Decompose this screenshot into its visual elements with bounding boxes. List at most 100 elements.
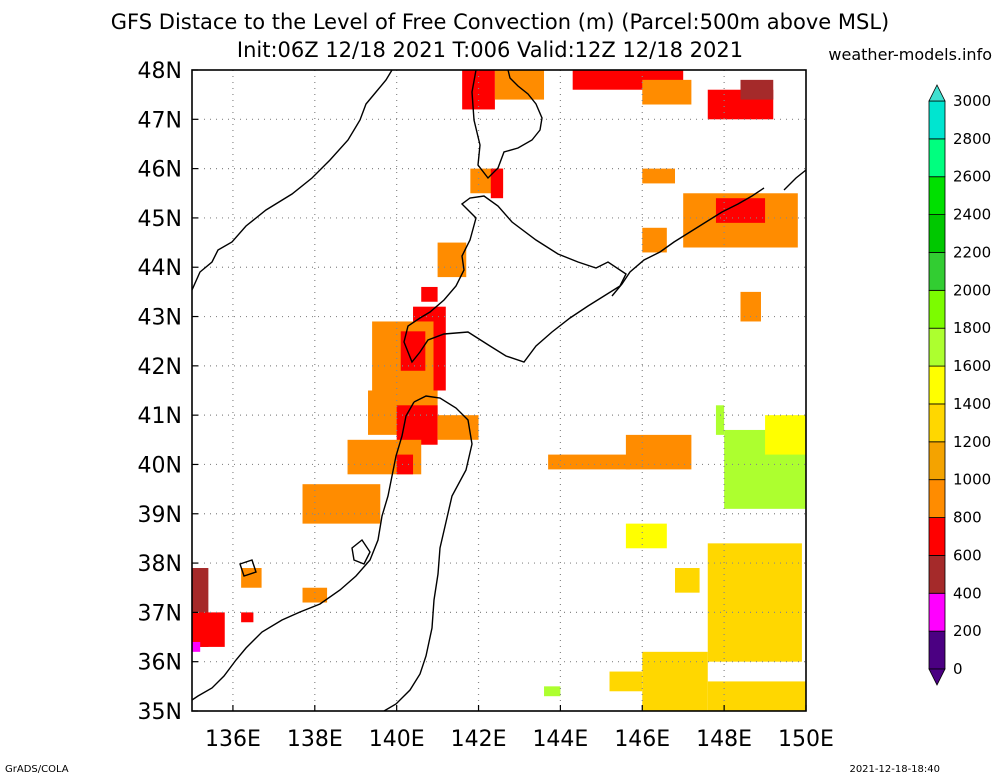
field-cell-40 <box>544 686 561 697</box>
field-cell-11 <box>642 227 667 253</box>
field-cell-24 <box>625 434 692 470</box>
colorbar-label-400: 400 <box>953 584 982 602</box>
coastline-asia <box>192 70 393 291</box>
colorbar-swatch-800 <box>928 479 946 518</box>
colorbar-swatch-1400 <box>928 365 946 405</box>
field-cell-14 <box>400 331 426 371</box>
colorbar-swatch-2200 <box>928 214 946 253</box>
lon-label-138E: 138E <box>287 727 343 752</box>
map-subtitle: Init:06Z 12/18 2021 T:006 Valid:12Z 12/1… <box>236 38 744 62</box>
coastline-honshu-west <box>192 401 415 701</box>
colorbar-swatch-2000 <box>928 252 946 291</box>
lat-label-43N: 43N <box>138 306 182 331</box>
longitude-labels: 136E 138E 140E 142E 144E 146E 148E 150E <box>205 727 834 752</box>
colorbar-label-3000: 3000 <box>953 92 991 110</box>
lat-label-37N: 37N <box>138 601 182 626</box>
field-cell-15 <box>437 242 467 278</box>
field-cell-39 <box>707 681 806 711</box>
field-cell-1 <box>494 70 545 100</box>
field-cell-16 <box>421 286 438 302</box>
lat-label-38N: 38N <box>138 552 182 577</box>
colorbar-label-2400: 2400 <box>953 206 991 224</box>
coastline-sakhalin <box>471 70 543 180</box>
field-cell-38 <box>609 671 643 692</box>
plot-frame <box>191 69 807 712</box>
colorbar-swatch-200 <box>928 592 946 632</box>
lat-label-42N: 42N <box>138 355 182 380</box>
field-cell-23 <box>548 454 630 470</box>
lon-label-150E: 150E <box>778 727 834 752</box>
field-cell-30 <box>241 612 254 623</box>
coastline-sado <box>351 538 371 565</box>
coastline-honshu <box>383 395 473 711</box>
colorbar: 0 200 400 600 800 1000 1200 1400 1600 1800 2000 220… <box>928 84 991 686</box>
lon-label-146E: 146E <box>614 727 670 752</box>
field-cell-35 <box>707 543 802 662</box>
field-cell-28 <box>192 612 225 647</box>
colorbar-swatch-2400 <box>928 176 946 216</box>
lat-label-48N: 48N <box>138 59 182 84</box>
colorbar-label-1400: 1400 <box>953 395 991 413</box>
colorbar-swatch-1600 <box>928 327 946 367</box>
colorbar-label-1800: 1800 <box>953 319 991 337</box>
colorbar-high-arrow <box>928 84 946 102</box>
colorbar-label-2200: 2200 <box>953 243 991 261</box>
colorbar-label-200: 200 <box>953 622 982 640</box>
field-cell-37 <box>642 651 708 711</box>
lat-label-39N: 39N <box>138 503 182 528</box>
map-title: GFS Distace to the Level of Free Convect… <box>110 10 890 34</box>
field-cell-33 <box>765 415 806 455</box>
field-cell-5 <box>740 79 774 100</box>
lon-label-136E: 136E <box>205 727 261 752</box>
colorbar-swatch-1200 <box>928 403 946 443</box>
lat-label-46N: 46N <box>138 158 182 183</box>
colorbar-swatch-400 <box>928 555 946 594</box>
field-cell-22 <box>302 484 381 524</box>
coastline-kurils <box>611 187 765 297</box>
colorbar-swatch-2800 <box>928 100 946 140</box>
colorbar-swatch-600 <box>928 517 946 556</box>
colorbar-label-2600: 2600 <box>953 168 991 186</box>
colorbar-swatch-1000 <box>928 441 946 481</box>
colorbar-label-2800: 2800 <box>953 130 991 148</box>
field-cell-36 <box>675 568 700 593</box>
footer-software-credit: GrADS/COLA <box>5 764 69 775</box>
field-cell-29 <box>192 641 201 652</box>
field-cell-41 <box>715 405 725 435</box>
field-cell-0 <box>462 70 495 110</box>
field-cell-31 <box>740 291 761 322</box>
footer-timestamp: 2021-12-18-18:40 <box>849 764 940 775</box>
axis-tick-marks <box>192 69 807 712</box>
colorbar-label-600: 600 <box>953 546 982 564</box>
lat-label-45N: 45N <box>138 207 182 232</box>
colorbar-label-0: 0 <box>953 660 963 678</box>
lon-label-148E: 148E <box>696 727 752 752</box>
colorbar-swatch-0 <box>928 630 946 670</box>
field-cell-26 <box>302 587 328 603</box>
field-cell-3 <box>642 79 692 105</box>
field-cell-8 <box>642 168 676 184</box>
coastline-oki <box>239 559 257 577</box>
coastline-kamchatka <box>783 169 806 191</box>
colorbar-label-1000: 1000 <box>953 471 991 489</box>
coastlines <box>192 70 806 711</box>
field-cell-18 <box>396 405 438 445</box>
colorbar-label-2000: 2000 <box>953 281 991 299</box>
lat-label-44N: 44N <box>138 256 182 281</box>
lat-label-36N: 36N <box>138 651 182 676</box>
site-credit: weather-models.info <box>828 45 992 64</box>
lat-label-35N: 35N <box>138 700 182 725</box>
field-cell-7 <box>490 168 504 199</box>
colorbar-label-1600: 1600 <box>953 357 991 375</box>
colorbar-label-1200: 1200 <box>953 433 991 451</box>
lon-label-142E: 142E <box>451 727 507 752</box>
colorbar-low-arrow <box>928 668 946 686</box>
colorbar-swatch-2600 <box>928 138 946 178</box>
field-cell-21 <box>396 454 414 475</box>
lon-label-144E: 144E <box>532 727 588 752</box>
lat-label-41N: 41N <box>138 404 182 429</box>
field-cell-34 <box>625 523 667 549</box>
coastline-hokkaido <box>403 195 627 364</box>
lat-label-40N: 40N <box>138 453 182 478</box>
